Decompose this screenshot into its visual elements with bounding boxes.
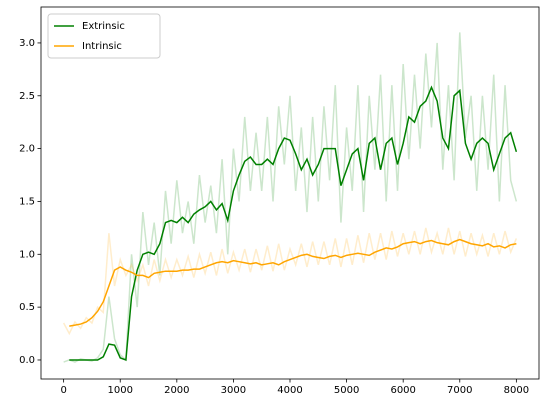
x-tick-label: 2000 (164, 385, 189, 396)
y-tick-label: 0.0 (19, 355, 35, 366)
raw-line (63, 32, 518, 363)
x-tick-label: 5000 (334, 385, 359, 396)
x-tick-label: 0 (60, 385, 66, 396)
legend-label: Extrinsic (82, 21, 125, 32)
x-tick-label: 7000 (447, 385, 472, 396)
y-tick-label: 1.5 (19, 196, 35, 207)
x-tick-label: 1000 (108, 385, 133, 396)
line (69, 238, 517, 327)
y-tick-label: 2.0 (19, 144, 35, 155)
x-tick-label: 3000 (221, 385, 246, 396)
y-tick-label: 3.0 (19, 38, 35, 49)
legend-label: Intrinsic (82, 41, 122, 52)
line (69, 85, 518, 362)
x-tick-label: 4000 (277, 385, 302, 396)
x-tick-label: 8000 (504, 385, 529, 396)
y-tick-label: 2.5 (19, 91, 35, 102)
y-tick-label: 1.0 (19, 249, 35, 260)
raw-line (62, 227, 518, 336)
y-tick-label: 0.5 (19, 302, 35, 313)
legend-box (47, 13, 161, 59)
x-tick-label: 6000 (390, 385, 415, 396)
axes-frame (40, 6, 540, 380)
